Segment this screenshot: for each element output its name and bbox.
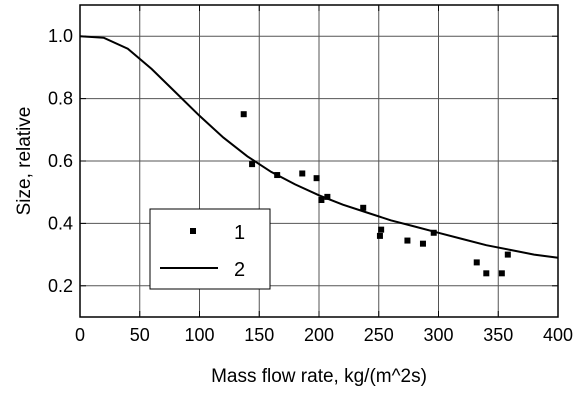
series-layer — [79, 35, 559, 277]
series-1-point — [376, 232, 383, 239]
series-1-point — [430, 229, 437, 236]
x-tick-label: 400 — [543, 325, 573, 345]
series-1-point — [473, 259, 480, 266]
series-1-point — [240, 111, 247, 118]
y-tick-label: 0.6 — [48, 151, 73, 171]
series-1-point — [324, 193, 331, 200]
y-axis-title: Size, relative — [14, 107, 35, 216]
y-tick-label: 1.0 — [48, 26, 73, 46]
series-1-point — [313, 175, 320, 182]
legend-box — [149, 208, 271, 290]
series-1-point — [419, 240, 426, 247]
series-1-point — [498, 270, 505, 277]
legend-label-series-1: 1 — [234, 222, 245, 244]
y-tick-label: 0.2 — [48, 276, 73, 296]
x-tick-label: 250 — [364, 325, 394, 345]
series-1-point — [378, 226, 385, 233]
series-1-point — [404, 237, 411, 244]
x-tick-label: 300 — [423, 325, 453, 345]
series-1-point — [318, 197, 325, 203]
series-1-point — [360, 204, 367, 211]
legend-label-series-2: 2 — [234, 259, 245, 281]
legend-marker-series-1 — [190, 228, 196, 234]
y-tick-label: 0.8 — [48, 89, 73, 109]
axis-ticks: 0 50 100 150 200 250 300 350 400 0.2 0.4 0.6 0.8 1.0 — [48, 5, 573, 345]
x-tick-label: 200 — [304, 325, 334, 345]
x-tick-label: 50 — [130, 325, 150, 345]
x-axis-title: Mass flow rate, kg/(m^2s) — [211, 366, 427, 387]
x-tick-label: 100 — [184, 325, 214, 345]
y-tick-label: 0.4 — [48, 213, 73, 233]
x-tick-label: 350 — [483, 325, 513, 345]
series-1-point — [483, 270, 490, 277]
series-2-line — [79, 35, 559, 259]
series-1-point — [249, 161, 256, 168]
series-1-point — [504, 251, 511, 258]
x-tick-label: 0 — [75, 325, 85, 345]
legend: 1 2 — [149, 208, 271, 290]
x-tick-label: 150 — [244, 325, 274, 345]
series-1-point — [299, 170, 306, 177]
